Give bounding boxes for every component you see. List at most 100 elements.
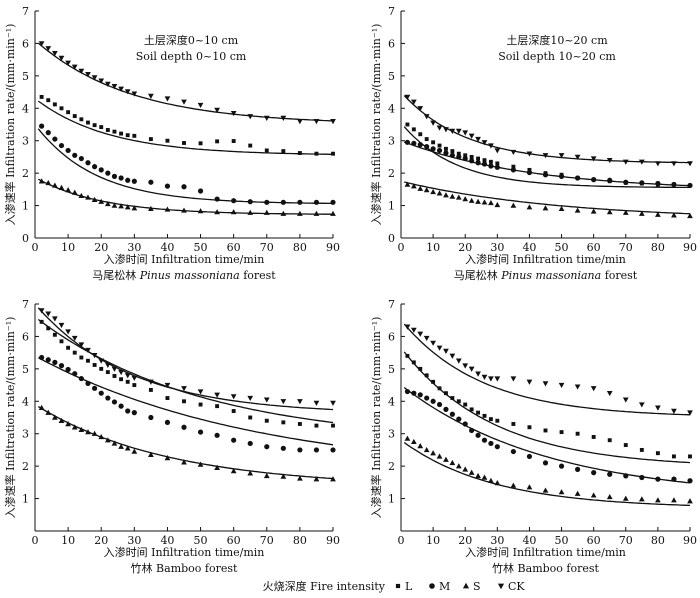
data-point-CK [542, 381, 549, 387]
data-point-L [231, 409, 236, 413]
data-point-CK [638, 402, 645, 408]
data-point-L [437, 386, 442, 391]
data-point-S [65, 187, 71, 193]
data-point-M [558, 173, 565, 179]
x-tick-label: 60 [587, 241, 601, 254]
x-tick-label: 80 [293, 534, 307, 547]
data-point-S [124, 204, 131, 210]
data-point-M [131, 410, 137, 416]
series-S [38, 404, 336, 482]
data-point-S [468, 469, 475, 475]
data-point-CK [104, 81, 111, 87]
data-point-L [52, 332, 57, 337]
data-point-L [411, 127, 416, 132]
data-point-CK [687, 161, 693, 167]
data-point-S [104, 437, 111, 443]
data-point-M [118, 175, 124, 181]
data-point-L [125, 379, 130, 384]
data-point-M [436, 147, 443, 154]
data-point-S [230, 209, 237, 215]
data-point-M [510, 167, 516, 173]
data-point-L [198, 402, 203, 407]
panel-title: 竹林 Bamboo forest [492, 561, 599, 575]
data-point-M [526, 453, 533, 460]
data-point-S [247, 470, 254, 476]
data-point-CK [118, 86, 124, 92]
data-point-M [591, 177, 597, 183]
data-point-S [558, 205, 565, 212]
data-point-CK [65, 329, 71, 335]
legend-marker-L [395, 583, 401, 589]
data-point-L [331, 423, 335, 428]
data-point-L [418, 132, 423, 137]
data-point-M [469, 427, 475, 434]
data-point-M [264, 199, 270, 205]
data-point-S [655, 497, 661, 503]
data-point-S [214, 209, 220, 215]
data-point-S [131, 205, 138, 211]
soil-depth-annotation-en: Soil depth 0~10 cm [136, 50, 247, 63]
data-point-M [214, 432, 220, 438]
data-point-M [456, 416, 462, 422]
data-point-M [462, 421, 468, 427]
data-point-L [488, 417, 493, 422]
fit-curve-S [404, 181, 691, 215]
data-point-L [418, 366, 423, 371]
data-point-M [575, 466, 581, 472]
data-point-L [444, 391, 448, 396]
data-point-CK [148, 379, 154, 385]
data-point-CK [449, 353, 456, 359]
data-point-CK [443, 348, 449, 355]
y-tick-label: 2 [22, 167, 29, 180]
y-tick-label: 2 [388, 167, 395, 180]
x-axis-label: 入渗时间 Infiltration time/min [104, 252, 265, 266]
data-point-CK [622, 397, 629, 403]
data-point-L [92, 363, 97, 367]
soil-depth-annotation-zh: 土层深度0~10 cm [144, 33, 239, 47]
data-point-L [112, 374, 117, 378]
data-point-S [181, 207, 187, 213]
data-point-M [607, 471, 613, 477]
data-point-L [86, 358, 90, 363]
data-point-L [688, 454, 692, 459]
data-point-M [424, 143, 430, 150]
data-point-S [417, 185, 424, 191]
y-tick-label: 5 [22, 70, 29, 83]
data-point-M [494, 444, 500, 450]
data-point-CK [671, 408, 677, 415]
fit-curve-L [37, 100, 333, 155]
data-point-L [46, 98, 51, 103]
data-point-S [330, 476, 336, 482]
data-point-CK [423, 114, 430, 120]
data-point-L [248, 415, 253, 420]
y-tick-label: 4 [22, 395, 29, 408]
data-point-S [111, 440, 118, 446]
data-point-S [455, 194, 462, 200]
x-axis-label: 入渗时间 Infiltration time/min [465, 545, 626, 559]
data-point-L [46, 326, 51, 331]
data-point-CK [148, 93, 154, 99]
panel-title: 竹林 Bamboo forest [131, 561, 238, 575]
data-point-S [622, 209, 629, 215]
data-point-L [297, 151, 302, 155]
data-point-CK [164, 382, 171, 389]
y-tick-label: 0 [22, 232, 29, 245]
data-point-S [423, 446, 430, 453]
data-point-CK [297, 399, 303, 405]
series-M [39, 123, 336, 205]
data-point-CK [455, 358, 462, 364]
data-point-S [111, 202, 118, 208]
series-M [404, 388, 693, 484]
data-point-M [247, 440, 253, 447]
y-tick-label: 6 [22, 330, 29, 343]
data-point-L [424, 137, 429, 142]
fit-curve-CK [403, 323, 691, 416]
data-point-L [125, 133, 130, 138]
data-point-S [488, 199, 494, 206]
data-point-CK [78, 342, 85, 348]
data-point-M [449, 152, 455, 158]
data-point-L [39, 94, 44, 99]
y-tick-label: 4 [22, 102, 29, 115]
x-tick-label: 30 [127, 534, 141, 547]
data-point-CK [214, 107, 220, 113]
